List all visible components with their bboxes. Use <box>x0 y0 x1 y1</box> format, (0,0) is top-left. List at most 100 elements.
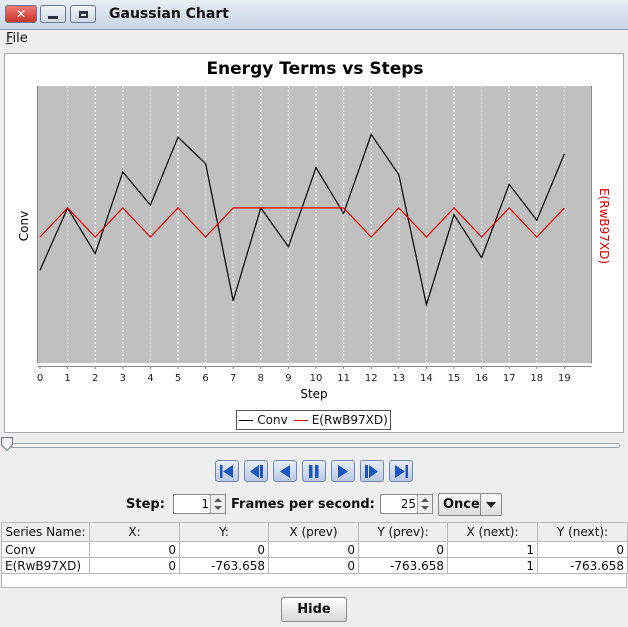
x-tick-label: 17 <box>503 373 516 384</box>
skip-to-start-icon <box>220 465 233 478</box>
playback-mode-select[interactable]: Once <box>438 493 502 516</box>
fps-spinner[interactable]: 25 <box>380 494 433 514</box>
play-forward-button[interactable] <box>331 460 355 482</box>
x-tick-label: 8 <box>258 373 264 384</box>
playback-mode-value: Once <box>443 497 480 512</box>
table-cell[interactable]: 0 <box>537 541 628 558</box>
plot-area <box>38 86 591 363</box>
legend-label-energy: E(RwB97XD) <box>311 413 388 427</box>
fps-label: Frames per second: <box>231 497 375 512</box>
spinner-up-icon <box>214 498 222 502</box>
table-cell[interactable]: 0 <box>268 541 359 558</box>
table-cell[interactable]: 1 <box>447 541 538 558</box>
table-cell[interactable]: 0 <box>179 541 269 558</box>
fps-spinner-arrows[interactable] <box>417 495 432 513</box>
pause-button[interactable] <box>302 460 326 482</box>
x-tick-label: 6 <box>202 373 208 384</box>
header-y[interactable]: Y: <box>179 522 269 542</box>
step-forward-button[interactable] <box>360 460 384 482</box>
y-axis-label-left: Conv <box>17 211 31 241</box>
header-y-next[interactable]: Y (next): <box>537 522 628 542</box>
step-spinner[interactable]: 1 <box>173 494 226 514</box>
legend-item-conv: Conv <box>239 413 288 427</box>
spinner-down-icon <box>214 506 222 510</box>
x-tick-label: 4 <box>147 373 153 384</box>
header-series-name[interactable]: Series Name: <box>1 522 90 542</box>
minimize-icon <box>48 15 58 19</box>
table-cell[interactable]: -763.658 <box>179 557 269 574</box>
maximize-window-button[interactable] <box>70 5 96 23</box>
play-icon <box>338 465 348 478</box>
y-axis-label-right: E(RwB97XD) <box>597 188 611 264</box>
maximize-icon <box>78 10 88 18</box>
x-tick-label: 19 <box>558 373 571 384</box>
x-tick-label: 18 <box>530 373 543 384</box>
last-frame-button[interactable] <box>389 460 413 482</box>
chart-panel: Energy Terms vs Steps 0 1 2 3 4 5 6 7 8 9 10 11 12 13… <box>4 53 624 433</box>
table-header-row: Series Name: X: Y: X (prev) Y (prev): X … <box>1 522 628 542</box>
menu-bar: File <box>0 30 628 50</box>
x-tick-label: 11 <box>337 373 350 384</box>
step-back-icon <box>250 465 263 478</box>
x-tick-label: 15 <box>448 373 461 384</box>
step-value: 1 <box>201 497 209 511</box>
first-frame-button[interactable] <box>215 460 239 482</box>
hide-button[interactable]: Hide <box>281 597 347 622</box>
table-cell[interactable]: -763.658 <box>358 557 448 574</box>
step-back-button[interactable] <box>244 460 268 482</box>
x-tick-label: 16 <box>475 373 488 384</box>
legend-label-conv: Conv <box>257 413 288 427</box>
step-label: Step: <box>126 497 165 512</box>
series-line-conv <box>39 133 565 308</box>
legend-item-energy: E(RwB97XD) <box>293 413 388 427</box>
x-ticks: 0 1 2 3 4 5 6 7 8 9 10 11 12 13 14 15 16 17 18 19 <box>37 366 571 384</box>
chart-title: Energy Terms vs Steps <box>206 59 423 79</box>
x-tick-label: 14 <box>420 373 433 384</box>
pause-icon <box>309 465 319 478</box>
step-slider-track[interactable] <box>10 443 620 448</box>
table-cell[interactable]: 0 <box>358 541 448 558</box>
x-tick-label: 0 <box>37 373 43 384</box>
minimize-window-button[interactable] <box>40 5 66 23</box>
chart-legend: Conv E(RwB97XD) <box>236 410 391 430</box>
header-x-prev[interactable]: X (prev) <box>268 522 359 542</box>
series-line-energy <box>39 207 565 238</box>
x-tick-label: 10 <box>310 373 323 384</box>
table-cell[interactable]: 1 <box>447 557 538 574</box>
title-bar: ✕ Gaussian Chart <box>0 0 628 30</box>
legend-swatch-conv <box>239 420 254 421</box>
table-cell[interactable]: Conv <box>1 541 90 558</box>
x-tick-label: 1 <box>64 373 70 384</box>
table-row[interactable]: Conv 0 0 0 0 1 0 <box>1 541 628 558</box>
table-cell[interactable]: 0 <box>268 557 359 574</box>
x-tick-label: 9 <box>285 373 291 384</box>
close-icon: ✕ <box>15 7 27 21</box>
x-tick-label: 13 <box>392 373 405 384</box>
table-cell[interactable]: -763.658 <box>537 557 628 574</box>
close-window-button[interactable]: ✕ <box>5 5 37 23</box>
step-forward-icon <box>365 465 378 478</box>
menu-file[interactable]: File <box>6 31 28 46</box>
table-cell[interactable]: 0 <box>89 557 180 574</box>
fps-value: 25 <box>400 497 416 511</box>
x-tick-label: 2 <box>92 373 98 384</box>
dropdown-button[interactable] <box>480 494 501 515</box>
x-tick-label: 3 <box>120 373 126 384</box>
step-slider-thumb[interactable] <box>1 437 13 451</box>
skip-to-end-icon <box>395 465 408 478</box>
step-spinner-arrows[interactable] <box>210 495 225 513</box>
series-table: Series Name: X: Y: X (prev) Y (prev): X … <box>1 522 628 574</box>
energy-chart: Energy Terms vs Steps 0 1 2 3 4 5 6 7 8 9 10 11 12 13… <box>17 59 611 401</box>
x-tick-label: 5 <box>175 373 181 384</box>
header-x[interactable]: X: <box>89 522 180 542</box>
table-row[interactable]: E(RwB97XD) 0 -763.658 0 -763.658 1 -763.… <box>1 557 628 574</box>
table-cell[interactable]: E(RwB97XD) <box>1 557 90 574</box>
header-y-prev[interactable]: Y (prev): <box>358 522 448 542</box>
table-cell[interactable]: 0 <box>89 541 180 558</box>
play-backward-button[interactable] <box>273 460 297 482</box>
x-tick-label: 12 <box>365 373 378 384</box>
x-tick-label: 7 <box>230 373 236 384</box>
play-backward-icon <box>280 465 290 478</box>
header-x-next[interactable]: X (next): <box>447 522 538 542</box>
x-axis-label: Step <box>300 387 327 401</box>
